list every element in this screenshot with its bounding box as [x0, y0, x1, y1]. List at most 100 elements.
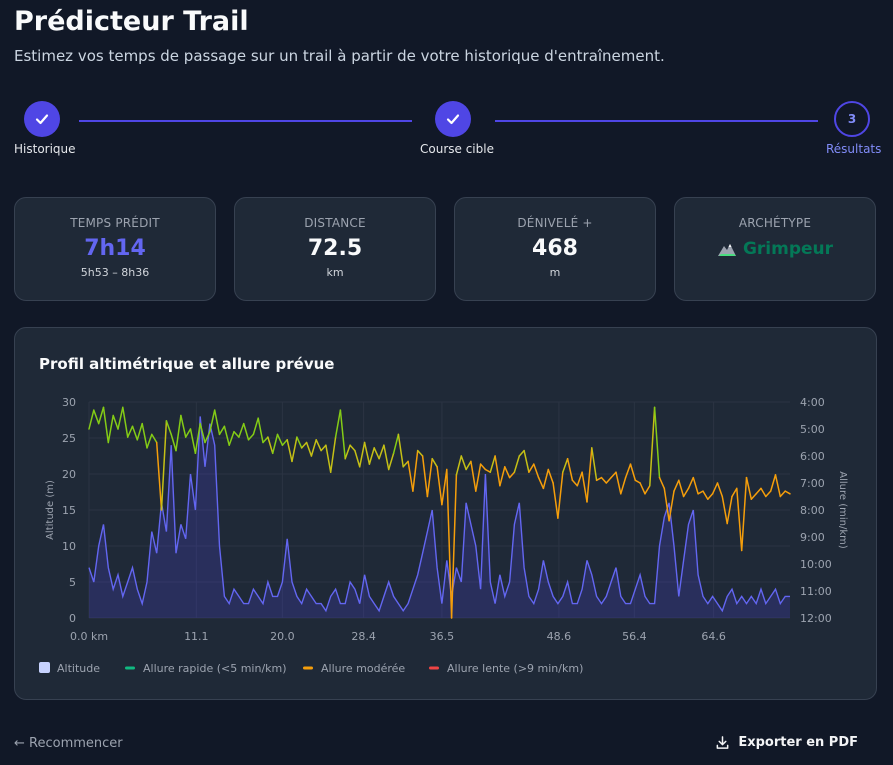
- distance-unit: km: [326, 266, 344, 279]
- legend-swatch-fast: [125, 666, 135, 670]
- pace-segment: [552, 482, 559, 519]
- pace-segment: [450, 474, 458, 619]
- legend-swatch-altitude: [39, 662, 50, 673]
- pace-segment: [697, 490, 704, 495]
- pace-segment: [760, 487, 767, 498]
- pace-segment: [281, 439, 288, 446]
- restart-link[interactable]: ← Recommencer: [14, 736, 123, 751]
- pace-segment: [755, 487, 762, 495]
- pace-segment: [368, 447, 375, 465]
- pace-segment: [107, 414, 114, 444]
- step-3-circle[interactable]: 3: [834, 101, 870, 137]
- pace-segment: [126, 425, 134, 438]
- altitude-line: [88, 416, 790, 613]
- pace-segment: [513, 455, 521, 473]
- y-tick-label: 30: [62, 396, 76, 409]
- pace-segment: [310, 439, 317, 457]
- pace-segment: [325, 444, 332, 473]
- pace-segment: [736, 487, 743, 552]
- pace-segment: [271, 433, 279, 455]
- pace-segment: [716, 482, 724, 498]
- y2-tick-label: 10:00: [800, 558, 832, 571]
- pace-segment: [731, 487, 738, 498]
- pace-segment: [160, 420, 168, 511]
- pace-segment: [431, 457, 438, 468]
- pace-segment: [329, 436, 337, 473]
- page-title: Prédicteur Trail: [14, 6, 249, 37]
- x-tick-label: 11.1: [184, 630, 209, 643]
- step-connector: [79, 120, 412, 122]
- elevation-value: 468: [532, 236, 578, 261]
- y2-tick-label: 12:00: [800, 612, 832, 625]
- pace-segment: [639, 482, 646, 495]
- pace-segment: [740, 476, 748, 552]
- pace-segment: [682, 487, 690, 498]
- step-2-circle[interactable]: [435, 101, 471, 137]
- export-pdf-button[interactable]: Exporter en PDF: [715, 735, 858, 750]
- pace-segment: [93, 409, 100, 425]
- pace-segment: [605, 476, 612, 484]
- pace-segment: [499, 466, 506, 487]
- pace-segment: [479, 463, 487, 471]
- mountain-icon: [717, 244, 736, 256]
- pace-segment: [402, 460, 409, 468]
- pace-segment: [446, 468, 453, 619]
- x-tick-label: 36.5: [430, 630, 455, 643]
- step-3-number: 3: [847, 112, 857, 126]
- pace-segment: [465, 460, 472, 471]
- pace-segment: [358, 441, 366, 468]
- pace-segment: [649, 406, 656, 487]
- pace-segment: [276, 433, 284, 446]
- pace-segment: [131, 425, 139, 441]
- stat-label: DÉNIVELÉ +: [517, 216, 593, 230]
- pace-segment: [707, 493, 714, 500]
- pace-segment: [460, 455, 467, 471]
- pace-segment: [678, 479, 685, 498]
- step-3-label: Résultats: [826, 142, 882, 156]
- pace-segment: [252, 417, 259, 436]
- pace-segment: [204, 430, 211, 444]
- pace-segment: [146, 433, 153, 449]
- x-tick-label: 48.6: [547, 630, 572, 643]
- pace-segment: [537, 476, 545, 490]
- pace-segment: [412, 449, 419, 492]
- y-tick-label: 15: [62, 504, 76, 517]
- pace-segment: [349, 444, 356, 452]
- check-icon: [35, 114, 49, 125]
- pace-segment: [291, 436, 298, 463]
- pace-segment: [213, 409, 221, 436]
- pace-segment: [774, 474, 782, 498]
- pace-segment: [750, 493, 757, 500]
- pace-segment: [702, 490, 709, 500]
- pace-segment: [233, 430, 240, 438]
- pace-segment: [392, 433, 400, 455]
- check-icon: [446, 114, 460, 125]
- pace-segment: [504, 466, 511, 479]
- page-subtitle: Estimez vos temps de passage sur un trai…: [14, 47, 665, 65]
- pace-segment: [300, 441, 308, 449]
- x-tick-label: 28.4: [351, 630, 376, 643]
- pace-segment: [407, 460, 414, 492]
- pace-segment: [508, 471, 516, 479]
- pace-segment: [745, 476, 753, 500]
- pace-segment: [286, 439, 293, 463]
- y2-tick-label: 11:00: [800, 585, 832, 598]
- pace-segment: [238, 422, 245, 438]
- pace-segment: [184, 428, 192, 438]
- pace-segment: [436, 466, 443, 506]
- pace-segment: [296, 436, 303, 449]
- pace-segment: [262, 436, 269, 444]
- pace-segment: [416, 449, 424, 457]
- download-icon: [716, 736, 729, 749]
- pace-segment: [644, 484, 651, 495]
- pace-segment: [247, 433, 255, 441]
- step-1-circle[interactable]: [24, 101, 60, 137]
- pace-segment: [421, 455, 429, 498]
- pace-segment: [175, 414, 182, 452]
- x-tick-label: 0.0 km: [70, 630, 108, 643]
- pace-segment: [576, 471, 583, 487]
- pace-segment: [441, 468, 448, 506]
- pace-segment: [339, 409, 346, 460]
- pace-segment: [769, 474, 777, 492]
- pace-segment: [668, 490, 675, 522]
